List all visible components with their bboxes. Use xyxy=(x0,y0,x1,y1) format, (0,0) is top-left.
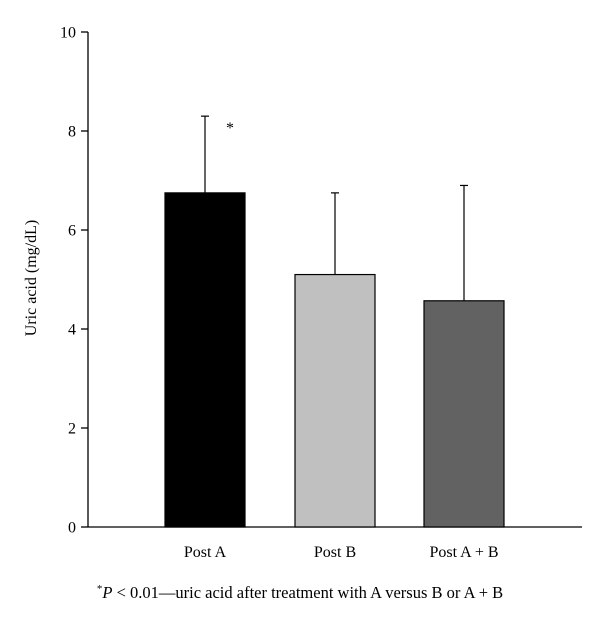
footnote-text: < 0.01—uric acid after treatment with A … xyxy=(112,583,504,602)
x-tick-label: Post A xyxy=(184,544,227,561)
bar-chart: 0 2 4 6 8 10 Post A Post B Post A + B * Uric ac… xyxy=(23,25,582,561)
significance-asterisk: * xyxy=(226,120,234,137)
annotations: * xyxy=(226,120,234,137)
y-tick-label: 4 xyxy=(68,322,76,339)
y-axis: 0 2 4 6 8 10 xyxy=(60,25,89,537)
bars xyxy=(164,192,505,528)
bar xyxy=(164,192,246,528)
footnote: *P < 0.01—uric acid after treatment with… xyxy=(0,583,600,603)
y-tick-label: 0 xyxy=(68,520,76,537)
x-axis: Post A Post B Post A + B xyxy=(88,526,582,561)
y-tick-label: 8 xyxy=(68,124,76,141)
x-tick-label: Post A + B xyxy=(429,544,498,561)
bar xyxy=(294,273,376,528)
error-bars xyxy=(201,115,468,301)
y-tick-label: 10 xyxy=(60,25,76,42)
x-tick-label: Post B xyxy=(314,544,356,561)
y-tick-label: 2 xyxy=(68,421,76,438)
footnote-marker: * xyxy=(96,583,103,595)
footnote-p: P xyxy=(102,583,113,602)
y-axis-title: Uric acid (mg/dL) xyxy=(23,220,40,336)
y-tick-label: 6 xyxy=(68,223,76,240)
bar xyxy=(423,300,505,528)
